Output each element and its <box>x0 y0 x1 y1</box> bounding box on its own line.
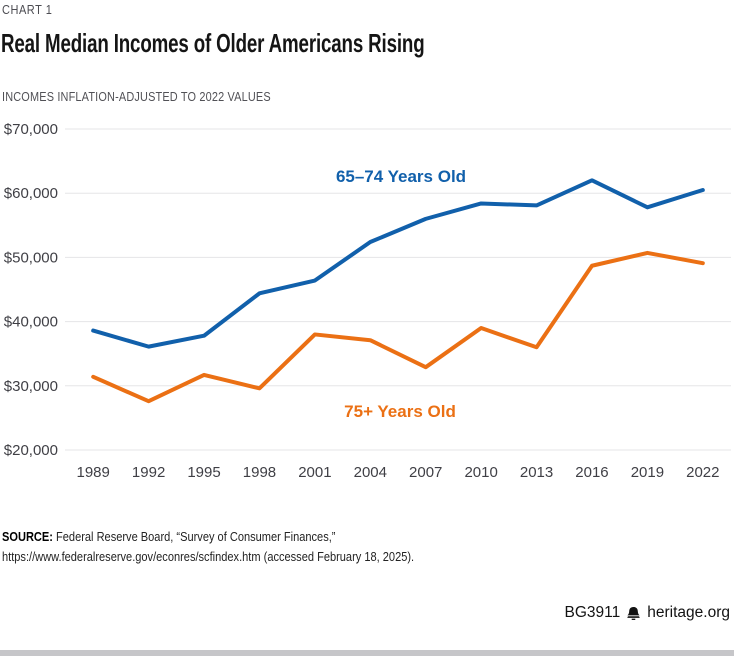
x-tick-label: 1989 <box>77 464 110 481</box>
x-tick-label: 1992 <box>132 464 165 481</box>
x-tick-label: 1998 <box>243 464 276 481</box>
series-line-75-plus-years-old <box>91 250 705 404</box>
x-tick-label: 2004 <box>354 464 387 481</box>
liberty-bell-icon <box>627 606 641 620</box>
y-tick-label: $70,000 <box>4 121 58 138</box>
x-tick-label: 2001 <box>298 464 331 481</box>
footer: BG3911 heritage.org <box>565 604 730 622</box>
x-tick-label: 2019 <box>631 464 664 481</box>
y-tick-label: $40,000 <box>4 314 58 331</box>
x-tick-label: 2022 <box>686 464 719 481</box>
page-title: Real Median Incomes of Older Americans R… <box>1 28 425 58</box>
footer-report-id: BG3911 <box>564 604 621 621</box>
y-tick-label: $60,000 <box>4 185 58 202</box>
series-line-65-74-years-old <box>91 178 705 349</box>
source-text: Federal Reserve Board, “Survey of Consum… <box>56 529 336 544</box>
x-tick-label: 2007 <box>409 464 442 481</box>
x-tick-label: 2010 <box>464 464 497 481</box>
series-label-65-74-years-old: 65–74 Years Old <box>336 167 466 186</box>
bottom-bar <box>0 650 734 656</box>
source-line-2: https://www.federalreserve.gov/econres/s… <box>2 549 415 565</box>
y-tick-label: $30,000 <box>4 378 58 395</box>
footer-site: heritage.org <box>647 604 730 621</box>
y-tick-label: $50,000 <box>4 249 58 266</box>
x-tick-label: 2013 <box>520 464 553 481</box>
source-line-1: SOURCE: Federal Reserve Board, “Survey o… <box>2 527 414 547</box>
chart-subtitle: INCOMES INFLATION-ADJUSTED TO 2022 VALUE… <box>2 89 271 104</box>
chart-kicker: CHART 1 <box>2 3 53 17</box>
x-tick-label: 2016 <box>575 464 608 481</box>
x-tick-label: 1995 <box>187 464 220 481</box>
source-note: SOURCE: Federal Reserve Board, “Survey o… <box>2 527 414 567</box>
source-label: SOURCE: <box>2 529 53 544</box>
series-label-75-plus-years-old: 75+ Years Old <box>344 402 456 421</box>
y-tick-label: $20,000 <box>4 442 58 459</box>
